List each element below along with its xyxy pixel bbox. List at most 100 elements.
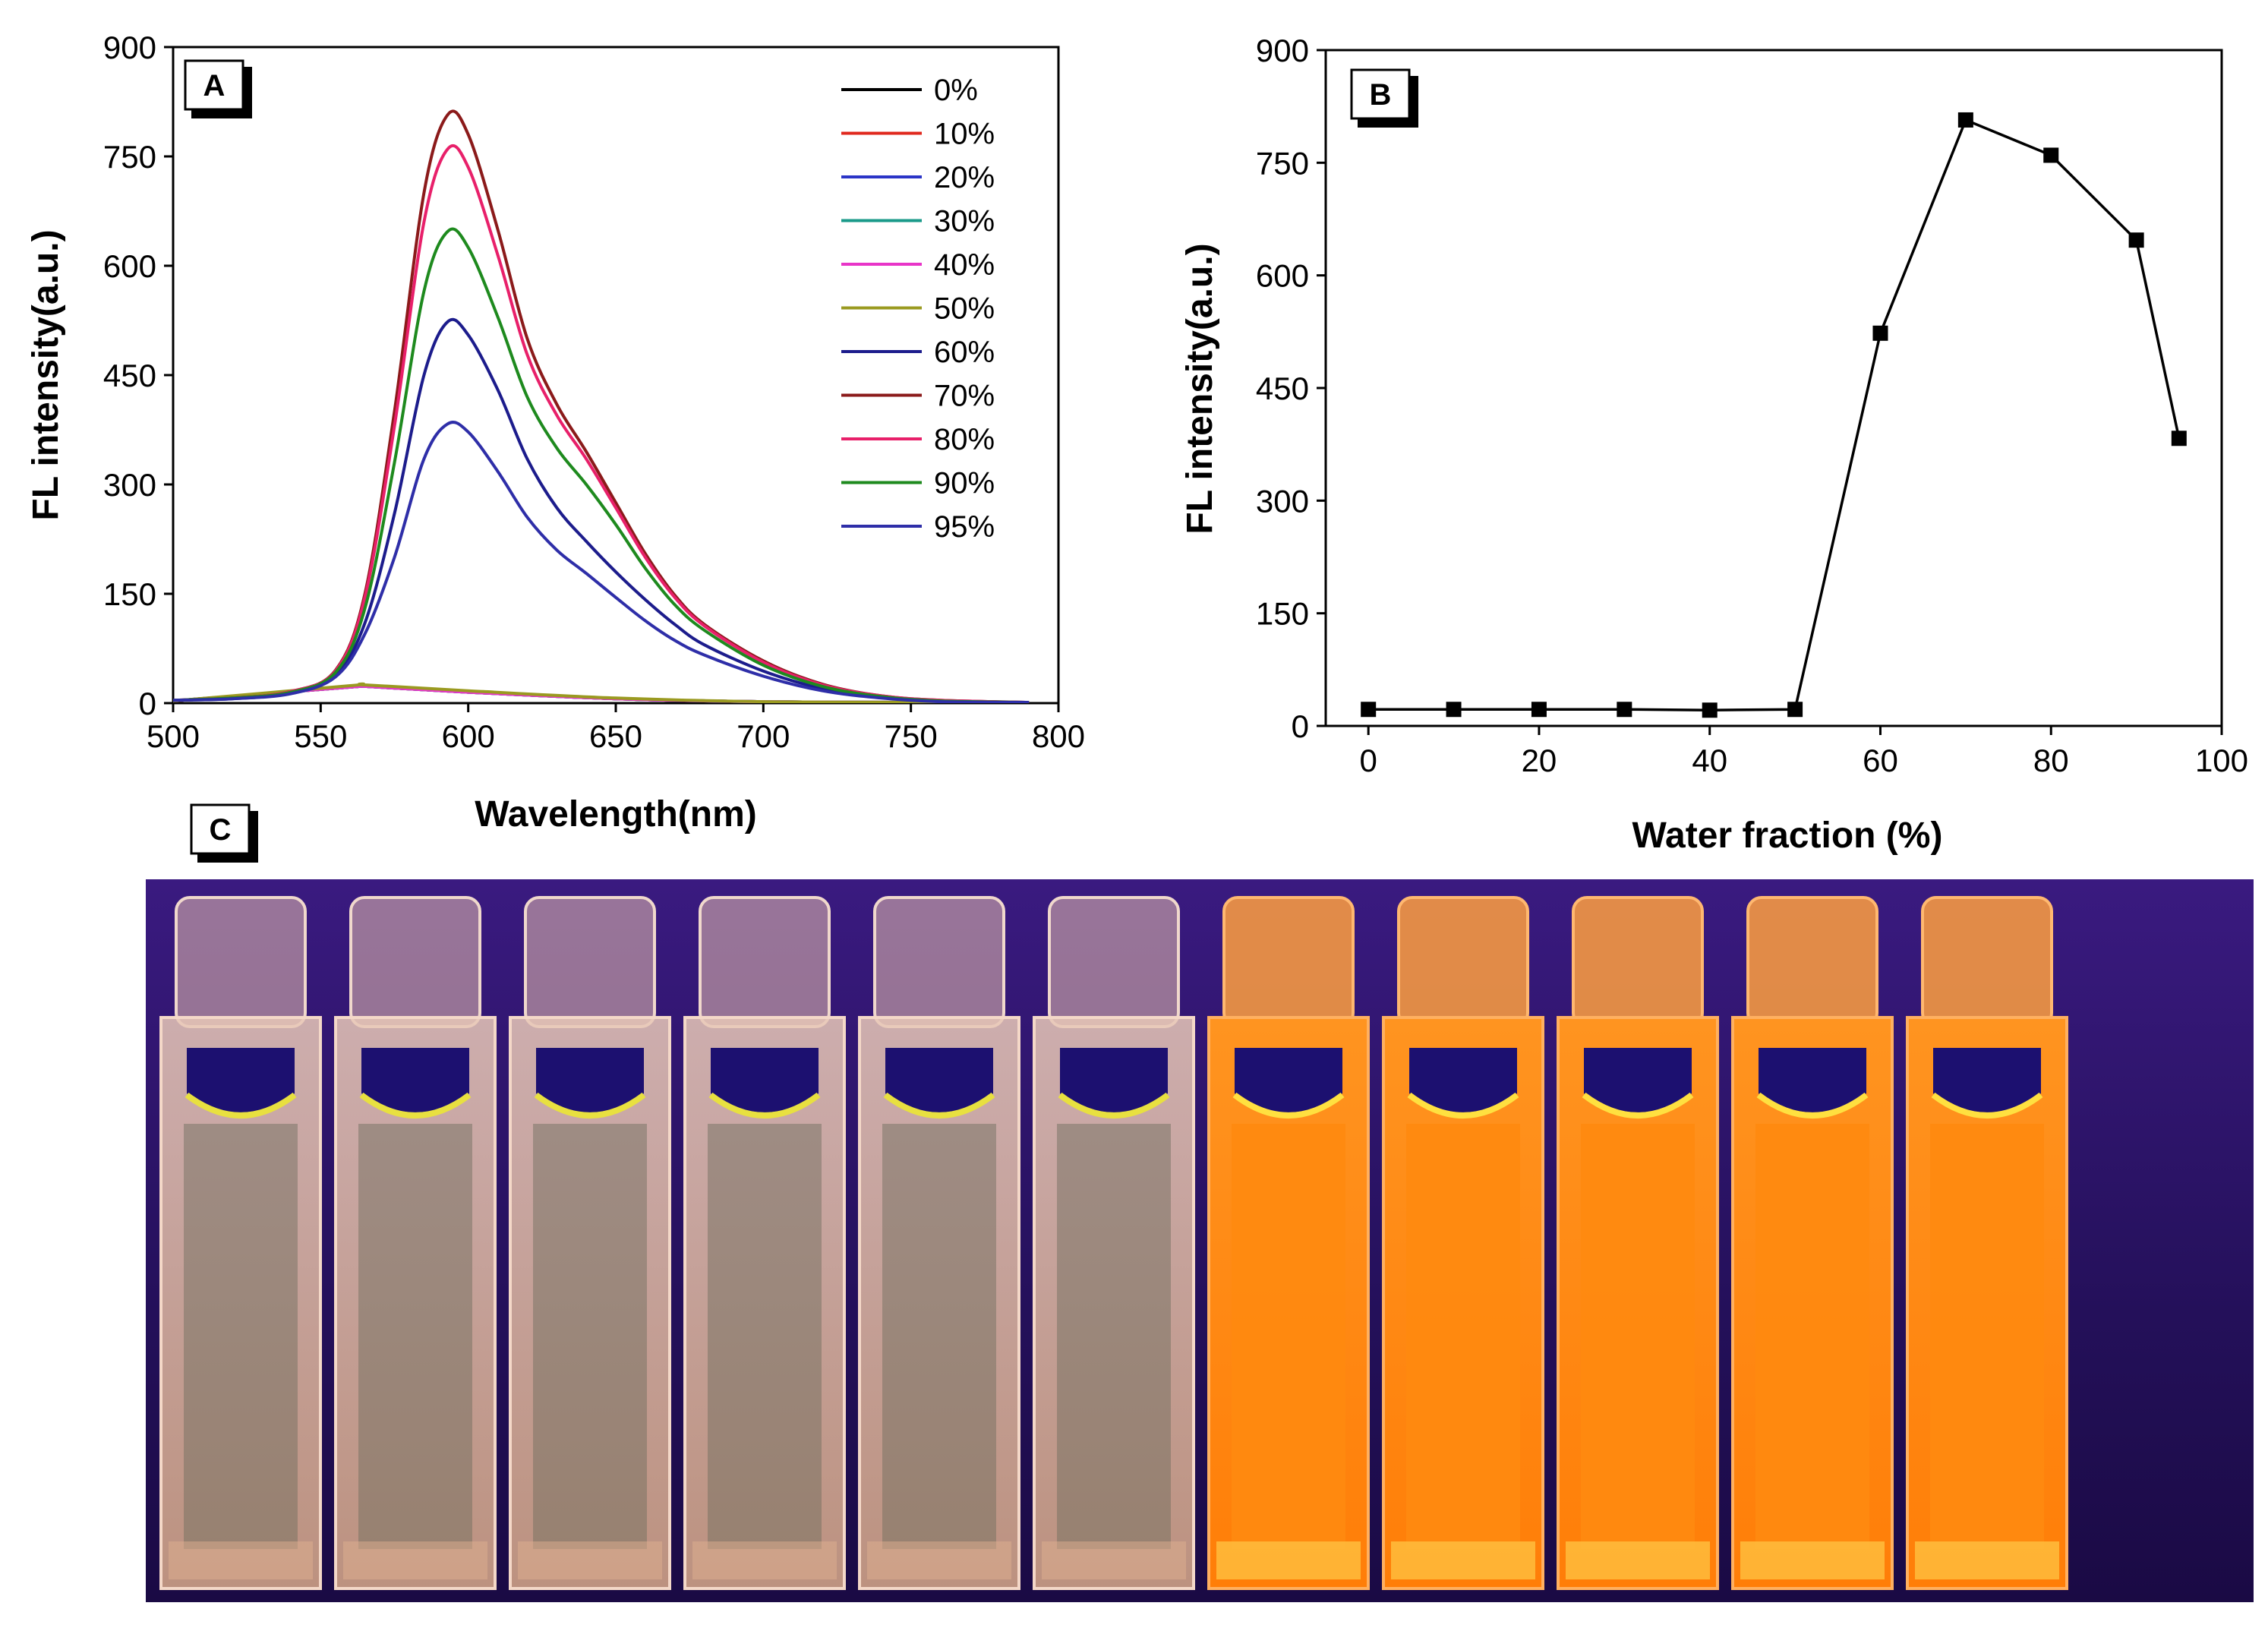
panel-b-frame: [1324, 49, 2223, 727]
legend-label: 10%: [934, 118, 995, 151]
cuvette-meniscus: [1933, 1048, 2041, 1112]
photo-background: [146, 879, 2254, 1602]
series-line-50%: [173, 682, 1030, 703]
panel-b-tag: B: [1350, 68, 1418, 128]
cuvette-meniscus-rim: [359, 1092, 472, 1118]
cuvette: [683, 896, 846, 1590]
x-tick-label: 20: [1522, 743, 1557, 778]
y-tick-label: 750: [103, 139, 156, 175]
panel-b-y-ticks: 0 150 300 450 600 750 900: [1256, 33, 1326, 744]
cuvette-meniscus-rim: [1058, 1092, 1170, 1118]
panel-a-y-label: FL intensity(a.u.): [26, 229, 66, 520]
cuvette-cap: [524, 896, 656, 1028]
cuvette-bottom: [692, 1541, 837, 1579]
cuvette-meniscus-rim: [534, 1092, 646, 1118]
panel-b: 0 150 300 450 600 750 900 0 20 40 60 80 100 FL inte…: [1180, 33, 2248, 856]
legend-label: 20%: [934, 161, 995, 194]
cuvette: [1731, 896, 1894, 1590]
data-point-marker: [1957, 112, 1973, 128]
x-tick-label: 500: [147, 718, 200, 754]
cuvette-meniscus-rim: [1407, 1092, 1519, 1118]
cuvette-meniscus: [361, 1048, 469, 1112]
cuvette: [334, 896, 497, 1590]
cuvette-photo: [146, 879, 2254, 1602]
cuvette-bottom: [1042, 1541, 1186, 1579]
y-tick-label: 450: [103, 358, 156, 393]
cuvette-cap: [1921, 896, 2053, 1028]
cuvette-cap: [873, 896, 1005, 1028]
x-tick-label: 100: [2195, 743, 2248, 778]
cuvette-bottom: [867, 1541, 1011, 1579]
cuvette: [159, 896, 322, 1590]
cuvette-solution: [1581, 1124, 1695, 1549]
panel-b-letter: B: [1370, 78, 1392, 112]
x-tick-label: 60: [1863, 743, 1898, 778]
cuvette: [1906, 896, 2068, 1590]
data-point-marker: [1361, 702, 1377, 718]
cuvette-meniscus: [711, 1048, 819, 1112]
cuvette-meniscus-rim: [1756, 1092, 1869, 1118]
panel-a-frame: [172, 46, 1060, 705]
x-tick-label: 40: [1692, 743, 1727, 778]
cuvette-solution: [882, 1124, 996, 1549]
cuvette-solution: [184, 1124, 298, 1549]
cuvette-meniscus: [1759, 1048, 1866, 1112]
cuvette-meniscus-rim: [1582, 1092, 1694, 1118]
cuvette-solution: [1057, 1124, 1171, 1549]
legend-label: 90%: [934, 467, 995, 500]
legend-label: 50%: [934, 292, 995, 326]
panel-c-tag: C: [190, 803, 258, 863]
x-tick-label: 800: [1032, 718, 1085, 754]
panel-a-x-ticks: 500 550 600 650 700 750 800: [147, 703, 1085, 754]
x-tick-label: 650: [589, 718, 642, 754]
cuvette-solution: [1232, 1124, 1345, 1549]
cuvette-bottom: [1915, 1541, 2059, 1579]
cuvette-meniscus: [536, 1048, 644, 1112]
panel-c-letter: C: [210, 813, 232, 847]
x-tick-label: 750: [885, 718, 938, 754]
panel-a-x-label: Wavelength(nm): [475, 794, 757, 835]
panel-a-series: [173, 109, 1030, 703]
series-line-80%: [173, 144, 1030, 703]
series-line-90%: [173, 227, 1030, 703]
panel-a: 0 150 300 450 600 750 900 500 550 600 650 700 750 80…: [26, 30, 1085, 835]
cuvette: [1382, 896, 1544, 1590]
y-tick-label: 450: [1256, 371, 1309, 406]
cuvette: [509, 896, 671, 1590]
y-tick-label: 900: [103, 30, 156, 65]
cuvette-meniscus: [1235, 1048, 1342, 1112]
panel-a-legend: 0% 10% 20% 30% 40% 50% 60% 70% 80% 90% 95%: [841, 74, 995, 544]
cuvette-bottom: [1391, 1541, 1535, 1579]
cuvette-solution: [1406, 1124, 1520, 1549]
legend-label: 40%: [934, 248, 995, 282]
y-tick-label: 300: [103, 467, 156, 503]
cuvette-cap: [1397, 896, 1529, 1028]
data-point-marker: [2043, 147, 2059, 163]
legend-label: 60%: [934, 336, 995, 369]
y-tick-label: 900: [1256, 33, 1309, 68]
cuvette-solution: [708, 1124, 822, 1549]
y-tick-label: 0: [139, 686, 156, 721]
panel-b-y-label: FL intensity(a.u.): [1180, 243, 1220, 534]
data-point-marker: [1702, 702, 1718, 718]
cuvette-solution: [1930, 1124, 2044, 1549]
cuvette-meniscus: [885, 1048, 993, 1112]
y-tick-label: 150: [1256, 596, 1309, 632]
cuvette-meniscus-rim: [708, 1092, 821, 1118]
cuvette-bottom: [169, 1541, 313, 1579]
cuvette-row: [159, 896, 2068, 1590]
panel-b-x-label: Water fraction (%): [1632, 816, 1943, 856]
cuvette-bottom: [1740, 1541, 1885, 1579]
cuvette-meniscus: [1584, 1048, 1692, 1112]
series-line-95%: [173, 421, 1030, 703]
cuvette-meniscus: [187, 1048, 295, 1112]
data-point-marker: [1446, 702, 1462, 718]
cuvette: [858, 896, 1020, 1590]
cuvette-solution: [358, 1124, 472, 1549]
panel-a-y-ticks: 0 150 300 450 600 750 900: [103, 30, 173, 721]
cuvette-cap: [175, 896, 307, 1028]
legend-label: 80%: [934, 423, 995, 456]
cuvette-meniscus: [1060, 1048, 1168, 1112]
data-point-marker: [1787, 702, 1803, 718]
